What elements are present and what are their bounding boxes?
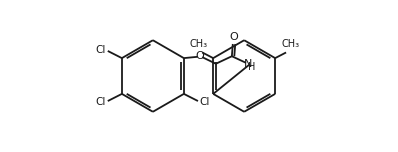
Text: H: H [248,62,256,72]
Text: CH₃: CH₃ [189,40,207,49]
Text: Cl: Cl [96,45,106,55]
Text: Cl: Cl [200,97,210,107]
Text: Cl: Cl [96,97,106,107]
Text: N: N [244,59,252,69]
Text: O: O [230,32,238,42]
Text: CH₃: CH₃ [281,40,299,49]
Text: O: O [195,51,204,61]
